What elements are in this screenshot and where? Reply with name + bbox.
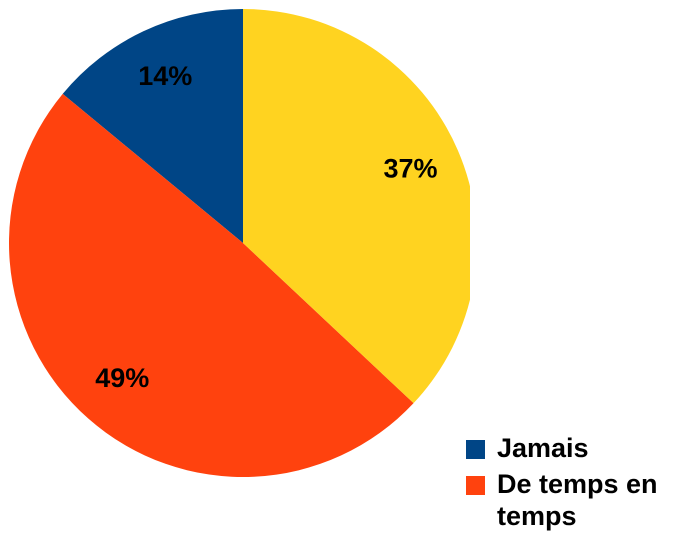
legend-entry: Jamais [466,432,687,464]
pie-area: 14% 49% 37% [8,9,470,478]
legend-swatch [466,476,485,495]
legend-label: De temps en temps [497,469,658,531]
pie-slice [62,9,243,243]
legend-swatch [466,440,485,459]
legend: Jamais De temps en temps [466,432,687,536]
legend-label: Jamais [497,433,589,463]
data-label: 37% [383,154,437,184]
data-label: 49% [95,363,149,393]
data-label: 14% [138,61,192,91]
pie-slice [8,93,414,478]
legend-entry: De temps en temps [466,468,687,532]
pie-slice [243,9,470,404]
